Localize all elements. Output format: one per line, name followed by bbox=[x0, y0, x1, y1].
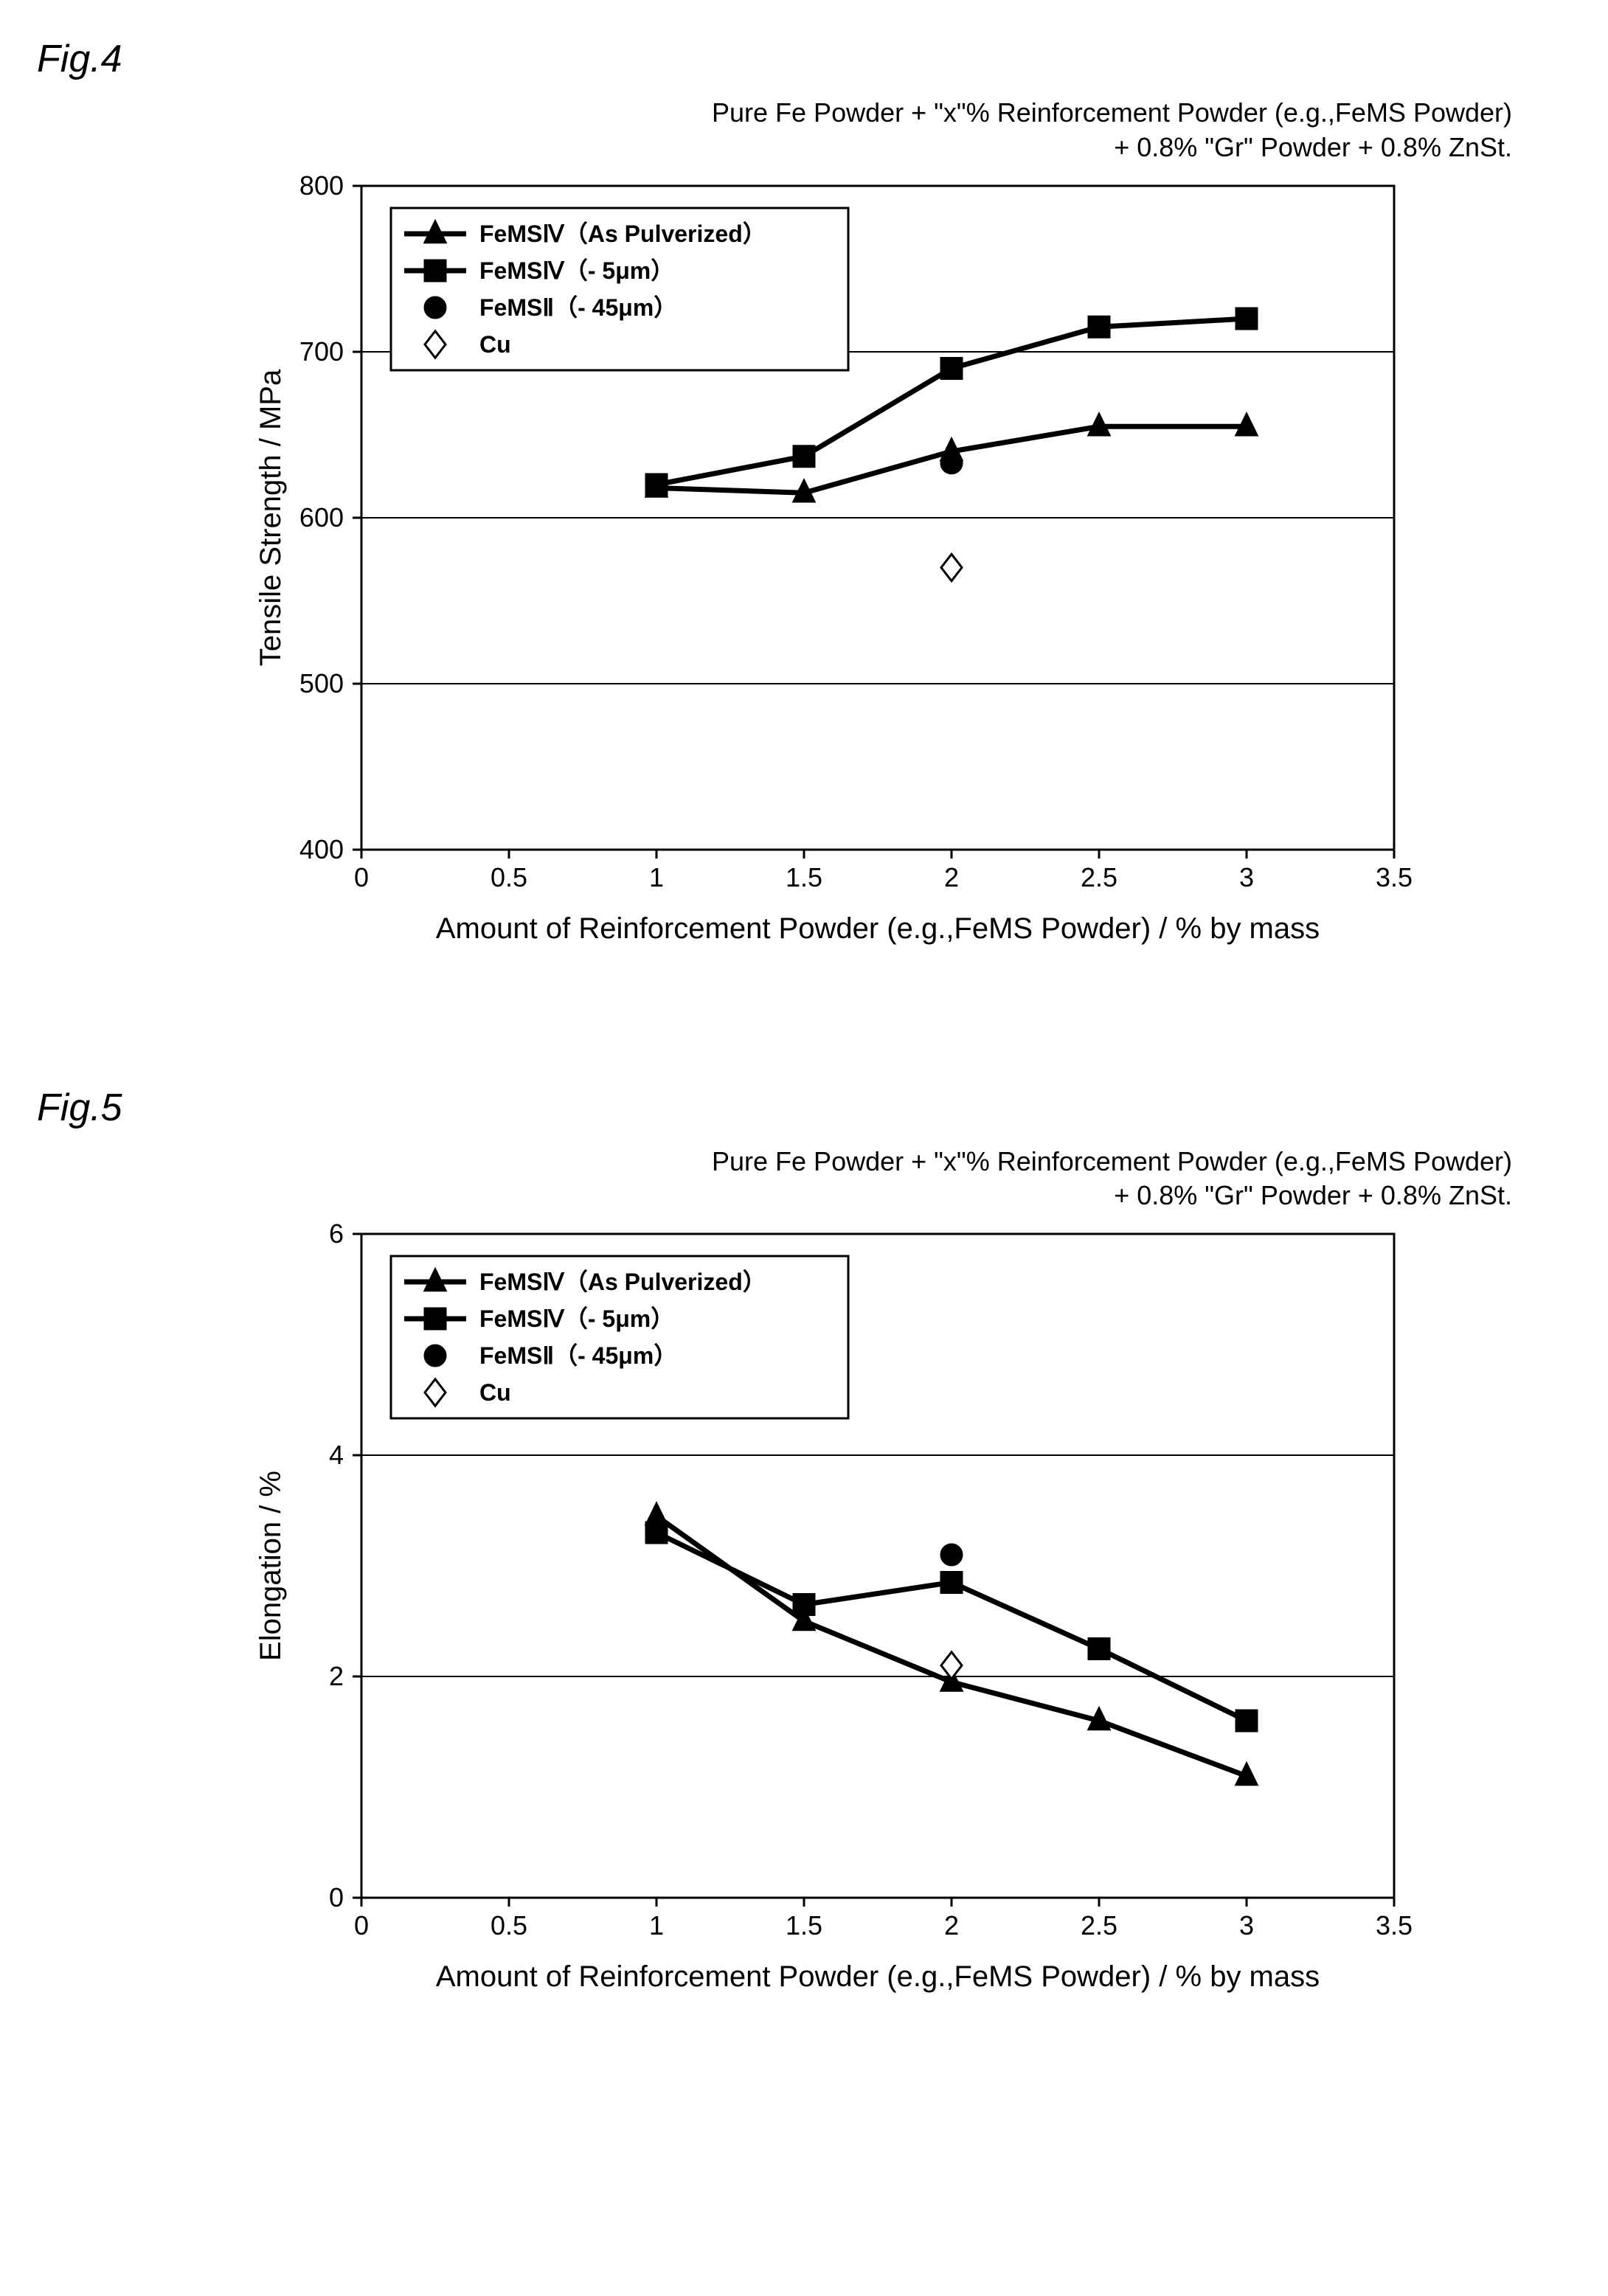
fig4-label: Fig.4 bbox=[37, 37, 1571, 81]
fig4-wrap: Pure Fe Powder + "x"% Reinforcement Powd… bbox=[258, 96, 1571, 953]
svg-text:0.5: 0.5 bbox=[491, 862, 527, 892]
svg-text:Cu: Cu bbox=[479, 1379, 511, 1406]
svg-text:6: 6 bbox=[329, 1219, 344, 1249]
svg-text:2: 2 bbox=[329, 1661, 344, 1691]
svg-text:700: 700 bbox=[299, 336, 344, 367]
svg-text:FeMSⅣ（- 5μm）: FeMSⅣ（- 5μm） bbox=[479, 1305, 674, 1332]
svg-text:Elongation / %: Elongation / % bbox=[258, 1471, 287, 1661]
fig4-title: Pure Fe Powder + "x"% Reinforcement Powd… bbox=[258, 96, 1571, 165]
svg-text:3.5: 3.5 bbox=[1376, 1910, 1413, 1940]
fig5-title-1: Pure Fe Powder + "x"% Reinforcement Powd… bbox=[712, 1146, 1512, 1176]
svg-text:2: 2 bbox=[944, 862, 959, 892]
fig5-title: Pure Fe Powder + "x"% Reinforcement Powd… bbox=[258, 1145, 1571, 1214]
svg-text:FeMSⅡ（- 45μm）: FeMSⅡ（- 45μm） bbox=[479, 1342, 677, 1369]
svg-text:1.5: 1.5 bbox=[786, 862, 822, 892]
svg-text:2.5: 2.5 bbox=[1081, 1910, 1117, 1940]
figure-5: Fig.5 Pure Fe Powder + "x"% Reinforcemen… bbox=[37, 1086, 1571, 2002]
svg-text:0: 0 bbox=[329, 1882, 344, 1912]
svg-text:400: 400 bbox=[299, 834, 344, 864]
svg-text:Tensile Strength / MPa: Tensile Strength / MPa bbox=[258, 369, 287, 666]
fig5-title-2: + 0.8% "Gr" Powder + 0.8% ZnSt. bbox=[1114, 1180, 1512, 1210]
svg-text:4: 4 bbox=[329, 1440, 344, 1470]
fig5-chart: 0 0.5 1 1.5 2 2.5 3 3.5 0 2 4 6 FeMSⅣ（As Pulverized）… bbox=[258, 1219, 1424, 2001]
svg-text:FeMSⅣ（As Pulverized）: FeMSⅣ（As Pulverized） bbox=[479, 1269, 766, 1295]
svg-text:FeMSⅣ（- 5μm）: FeMSⅣ（- 5μm） bbox=[479, 257, 674, 284]
svg-text:Amount of Reinforcement Powder: Amount of Reinforcement Powder (e.g.,FeM… bbox=[436, 912, 1320, 945]
svg-text:FeMSⅣ（As Pulverized）: FeMSⅣ（As Pulverized） bbox=[479, 221, 766, 247]
svg-text:Amount of Reinforcement Powder: Amount of Reinforcement Powder (e.g.,FeM… bbox=[436, 1960, 1320, 1993]
svg-text:1: 1 bbox=[649, 1910, 664, 1940]
svg-text:3: 3 bbox=[1239, 862, 1254, 892]
fig4-title-1: Pure Fe Powder + "x"% Reinforcement Powd… bbox=[712, 97, 1512, 128]
fig5-label: Fig.5 bbox=[37, 1086, 1571, 1130]
svg-text:FeMSⅡ（- 45μm）: FeMSⅡ（- 45μm） bbox=[479, 294, 677, 321]
svg-text:800: 800 bbox=[299, 171, 344, 201]
figure-4: Fig.4 Pure Fe Powder + "x"% Reinforcemen… bbox=[37, 37, 1571, 953]
svg-text:500: 500 bbox=[299, 668, 344, 698]
svg-text:3: 3 bbox=[1239, 1910, 1254, 1940]
svg-text:1: 1 bbox=[649, 862, 664, 892]
fig5-wrap: Pure Fe Powder + "x"% Reinforcement Powd… bbox=[258, 1145, 1571, 2002]
svg-text:0: 0 bbox=[354, 862, 369, 892]
fig4-chart: 0 0.5 1 1.5 2 2.5 3 3.5 400 500 600 700 800 FeMSⅣ（As … bbox=[258, 171, 1424, 953]
svg-text:0: 0 bbox=[354, 1910, 369, 1940]
svg-text:2: 2 bbox=[944, 1910, 959, 1940]
svg-text:0.5: 0.5 bbox=[491, 1910, 527, 1940]
svg-text:3.5: 3.5 bbox=[1376, 862, 1413, 892]
fig4-title-2: + 0.8% "Gr" Powder + 0.8% ZnSt. bbox=[1114, 132, 1512, 162]
svg-text:600: 600 bbox=[299, 502, 344, 533]
svg-text:1.5: 1.5 bbox=[786, 1910, 822, 1940]
svg-text:Cu: Cu bbox=[479, 331, 511, 358]
svg-text:2.5: 2.5 bbox=[1081, 862, 1117, 892]
